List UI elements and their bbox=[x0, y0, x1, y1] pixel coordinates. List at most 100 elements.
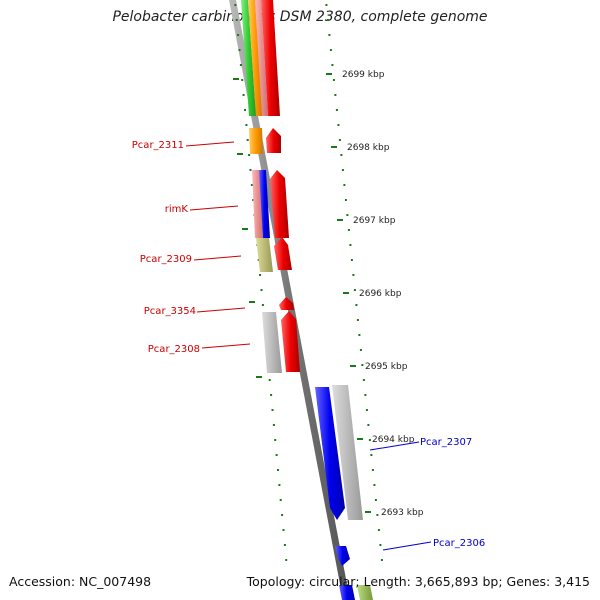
tick-dot bbox=[250, 184, 253, 186]
kbp-label: 2696 kbp bbox=[359, 289, 402, 299]
gene-bar-pink-top[interactable] bbox=[255, 0, 268, 116]
tick-marks-right bbox=[325, 4, 383, 561]
tick-dot bbox=[337, 124, 340, 126]
kbp-label: 2695 kbp bbox=[365, 362, 408, 372]
tick-dot bbox=[346, 214, 349, 216]
gene-label-pcar2311[interactable]: Pcar_2311 bbox=[132, 140, 184, 151]
tick-dot bbox=[341, 169, 344, 171]
tick-dot bbox=[343, 184, 346, 186]
tick-dot bbox=[277, 469, 279, 471]
tick-dot bbox=[242, 94, 245, 96]
tick-dot bbox=[281, 514, 284, 516]
tick-dot bbox=[275, 454, 278, 456]
tick-dot bbox=[329, 49, 332, 51]
gene-pcar2309-red[interactable] bbox=[274, 237, 292, 270]
gene-pcar2311-red[interactable] bbox=[266, 128, 281, 153]
tick-dot bbox=[367, 424, 370, 426]
tick-dot bbox=[274, 439, 277, 441]
gene-pcar2308-red[interactable] bbox=[281, 311, 300, 372]
tick-dot bbox=[373, 484, 376, 486]
tick-dot bbox=[359, 349, 362, 351]
tick-dot bbox=[248, 154, 251, 156]
kbp-label: 2698 kbp bbox=[347, 143, 390, 153]
tick-dot bbox=[326, 19, 329, 21]
tick-dot bbox=[376, 514, 379, 516]
tick-dot bbox=[234, 4, 237, 6]
accession-text: Accession: NC_007498 bbox=[9, 574, 152, 589]
tick-dot bbox=[282, 529, 285, 531]
tick-dot bbox=[350, 259, 353, 261]
tick-dot bbox=[362, 379, 365, 381]
tick-dot bbox=[361, 364, 364, 366]
tick-dot bbox=[237, 34, 240, 36]
genome-stats-text: Topology: circular; Length: 3,665,893 bp… bbox=[246, 574, 590, 589]
gene-pcar2308-grey[interactable] bbox=[262, 312, 282, 373]
gene-pcar3354-red[interactable] bbox=[279, 297, 294, 310]
tick-dot bbox=[356, 319, 359, 321]
tick-dot bbox=[358, 334, 361, 336]
gene-label-pcar2309[interactable]: Pcar_2309 bbox=[140, 254, 192, 265]
gene-rimk-red[interactable] bbox=[270, 170, 289, 238]
tick-dot bbox=[353, 289, 356, 291]
tick-dot bbox=[374, 499, 377, 501]
tick-dot bbox=[260, 289, 263, 291]
tick-dot bbox=[270, 394, 273, 396]
tick-dot bbox=[261, 304, 264, 306]
kbp-labels: 2699 kbp 2698 kbp 2697 kbp 2696 kbp 2695… bbox=[342, 70, 424, 518]
tick-dot bbox=[278, 484, 281, 486]
tick-dot bbox=[352, 274, 355, 276]
tick-dot bbox=[365, 409, 368, 411]
tick-dot bbox=[239, 64, 242, 66]
kbp-label: 2699 kbp bbox=[342, 70, 385, 80]
gene-pcar2306-blue[interactable] bbox=[335, 546, 350, 566]
tick-dot bbox=[370, 454, 373, 456]
tick-dot bbox=[380, 559, 383, 561]
gene-label-pcar2306[interactable]: Pcar_2306 bbox=[433, 538, 485, 549]
tick-dot bbox=[338, 139, 341, 141]
tick-dot bbox=[252, 199, 255, 201]
tick-dot bbox=[244, 109, 246, 111]
gene-pcar2307-grey[interactable] bbox=[332, 385, 363, 520]
gene-label-pcar3354[interactable]: Pcar_3354 bbox=[144, 306, 196, 317]
tick-dot bbox=[332, 79, 335, 81]
gene-pcar2309-olive[interactable] bbox=[256, 238, 273, 272]
tick-dot bbox=[371, 469, 374, 471]
tick-dot bbox=[328, 34, 331, 36]
gene-pcar2311-orange[interactable] bbox=[249, 128, 263, 154]
tick-dot bbox=[355, 304, 358, 306]
tick-dot bbox=[347, 229, 350, 231]
kbp-label: 2693 kbp bbox=[381, 508, 424, 518]
tick-dot bbox=[283, 544, 286, 546]
map-title: Pelobacter carbinolicus DSM 2380, comple… bbox=[112, 9, 488, 25]
tick-dot bbox=[325, 4, 328, 6]
gene-bar-orange-top[interactable] bbox=[248, 0, 263, 116]
tick-dot bbox=[340, 154, 343, 156]
gene-label-pcar2308[interactable]: Pcar_2308 bbox=[148, 344, 200, 355]
tick-dot bbox=[268, 379, 271, 381]
gene-bar-red-top[interactable] bbox=[261, 0, 280, 116]
gene-rimk-blue[interactable] bbox=[259, 170, 270, 238]
tick-dot bbox=[241, 79, 244, 81]
gene-label-pcar2307[interactable]: Pcar_2307 bbox=[420, 437, 472, 448]
tick-dot bbox=[246, 139, 249, 141]
kbp-label: 2697 kbp bbox=[353, 216, 396, 226]
tick-dot bbox=[235, 19, 238, 21]
tick-dot bbox=[238, 49, 241, 51]
gene-pcar2307-blue[interactable] bbox=[315, 387, 345, 520]
gene-bar-green-top[interactable] bbox=[241, 0, 256, 116]
tick-dot bbox=[379, 544, 382, 546]
tick-dot bbox=[272, 424, 275, 426]
tick-dot bbox=[245, 124, 248, 126]
tick-dot bbox=[271, 409, 274, 411]
gene-bar-lime-bottom[interactable] bbox=[357, 585, 373, 600]
gene-label-rimk[interactable]: rimK bbox=[165, 204, 189, 215]
gene-label-lines bbox=[185, 141, 432, 551]
tick-dot bbox=[334, 94, 337, 96]
tick-dot bbox=[249, 169, 252, 171]
tick-dot bbox=[349, 244, 352, 246]
gene-bar-blue-bottom[interactable] bbox=[339, 585, 355, 600]
tick-dot bbox=[259, 274, 262, 276]
tick-dot bbox=[377, 529, 380, 531]
left-major-ticks bbox=[233, 78, 262, 378]
